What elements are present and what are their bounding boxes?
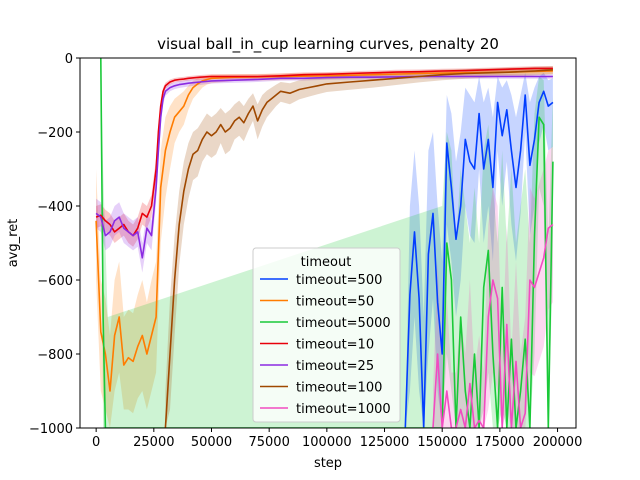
legend-label-timeout-50: timeout=50 — [296, 295, 374, 310]
legend-label-timeout-25: timeout=25 — [296, 359, 374, 374]
legend-label-timeout-1000: timeout=1000 — [296, 402, 391, 417]
x-tick-label: 50000 — [191, 435, 232, 450]
x-tick-label: 75000 — [248, 435, 289, 450]
legend-box — [252, 247, 401, 423]
y-tick-label: −1000 — [29, 422, 73, 437]
series-lines — [95, 58, 554, 428]
line-timeout-1000 — [432, 223, 554, 428]
x-tick-label: 125000 — [360, 435, 410, 450]
x-tick-label: 0 — [92, 435, 100, 450]
y-tick-label: −400 — [37, 200, 73, 215]
y-tick-label: −600 — [37, 274, 73, 289]
x-tick-label: 150000 — [417, 435, 467, 450]
line-timeout-100 — [164, 69, 553, 428]
line-timeout-500 — [404, 90, 554, 428]
x-axis-ticks: 0 25000 50000 75000 100000 125000 150000 175000… — [92, 428, 582, 450]
x-tick-label: 100000 — [302, 435, 352, 450]
x-tick-label: 200000 — [533, 435, 583, 450]
y-axis-title: avg_ret — [6, 219, 21, 268]
x-tick-label: 175000 — [475, 435, 525, 450]
legend-label-timeout-100: timeout=100 — [296, 381, 382, 396]
line-timeout-50 — [95, 70, 553, 392]
y-tick-label: 0 — [65, 52, 73, 67]
y-axis-ticks: −1000 −800 −600 −400 −200 0 — [29, 52, 80, 437]
chart-title: visual ball_in_cup learning curves, pena… — [157, 35, 499, 54]
y-tick-label: −800 — [37, 348, 73, 363]
legend-label-timeout-5000: timeout=5000 — [296, 316, 391, 331]
legend-label-timeout-10: timeout=10 — [296, 338, 374, 353]
x-axis-title: step — [314, 456, 342, 471]
plot-frame — [79, 57, 577, 429]
x-tick-label: 25000 — [133, 435, 174, 450]
line-timeout-10 — [95, 67, 553, 237]
legend: timeout timeout=500 timeout=50 timeout=500… — [252, 247, 401, 423]
legend-title: timeout — [301, 255, 352, 270]
legend-label-timeout-500: timeout=500 — [296, 273, 382, 288]
y-tick-label: −200 — [37, 126, 73, 141]
line-timeout-5000 — [100, 58, 554, 428]
